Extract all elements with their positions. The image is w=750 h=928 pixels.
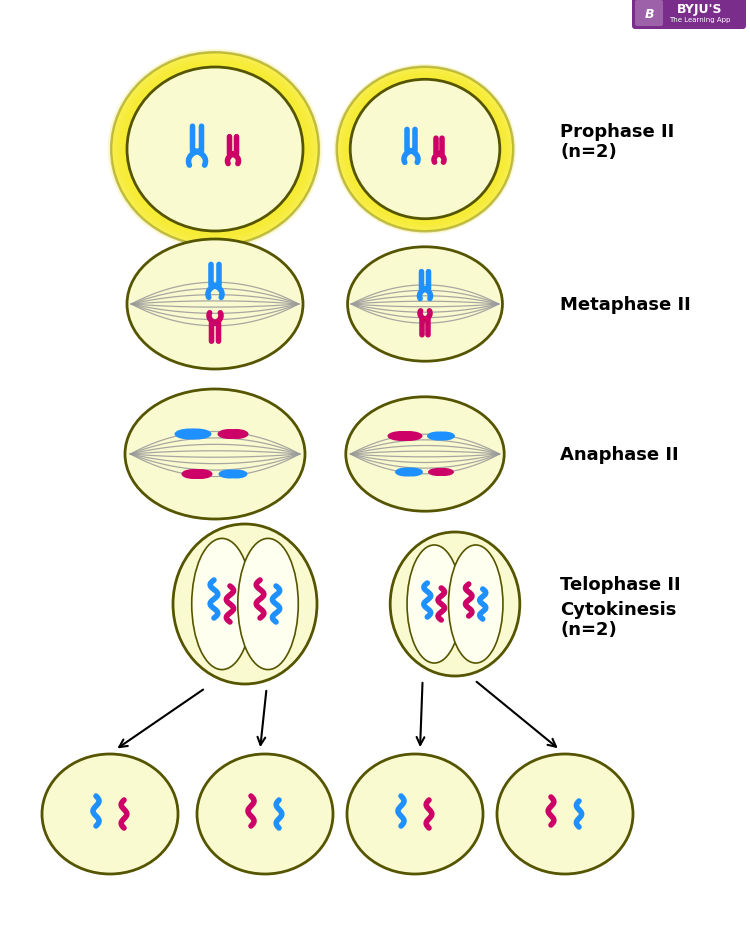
Ellipse shape: [127, 239, 303, 369]
Text: Telophase II: Telophase II: [560, 575, 681, 593]
Ellipse shape: [182, 429, 212, 440]
Ellipse shape: [116, 58, 314, 242]
Ellipse shape: [336, 67, 514, 233]
Ellipse shape: [197, 754, 333, 874]
FancyBboxPatch shape: [632, 0, 746, 30]
Ellipse shape: [218, 470, 241, 479]
Text: Prophase II
(n=2): Prophase II (n=2): [560, 122, 674, 161]
Ellipse shape: [175, 429, 205, 440]
Ellipse shape: [433, 432, 455, 441]
Ellipse shape: [347, 754, 483, 874]
Ellipse shape: [217, 430, 242, 440]
Ellipse shape: [110, 52, 320, 248]
Ellipse shape: [346, 397, 504, 511]
Ellipse shape: [125, 390, 305, 520]
Ellipse shape: [108, 50, 322, 250]
Ellipse shape: [224, 430, 248, 440]
Ellipse shape: [347, 248, 502, 362]
Ellipse shape: [390, 533, 520, 677]
Ellipse shape: [111, 53, 319, 247]
Ellipse shape: [395, 468, 417, 477]
Ellipse shape: [340, 71, 509, 228]
Ellipse shape: [434, 469, 454, 476]
Text: The Learning App: The Learning App: [669, 17, 730, 23]
Ellipse shape: [118, 59, 312, 240]
Ellipse shape: [121, 62, 309, 238]
Ellipse shape: [338, 69, 512, 230]
Ellipse shape: [428, 469, 448, 476]
Ellipse shape: [337, 68, 513, 232]
Ellipse shape: [427, 432, 449, 441]
Ellipse shape: [394, 432, 422, 442]
Ellipse shape: [497, 754, 633, 874]
Text: B: B: [644, 7, 654, 20]
Ellipse shape: [182, 470, 206, 480]
Ellipse shape: [350, 80, 500, 219]
Ellipse shape: [448, 546, 503, 664]
Ellipse shape: [127, 68, 303, 232]
Ellipse shape: [388, 432, 416, 442]
Text: Metaphase II: Metaphase II: [560, 296, 691, 314]
Text: BYJU'S: BYJU'S: [677, 3, 723, 16]
Ellipse shape: [113, 55, 317, 245]
Ellipse shape: [42, 754, 178, 874]
Text: Cytokinesis
(n=2): Cytokinesis (n=2): [560, 600, 676, 638]
Ellipse shape: [226, 470, 248, 479]
Ellipse shape: [173, 524, 317, 684]
Ellipse shape: [407, 546, 461, 664]
Text: Anaphase II: Anaphase II: [560, 445, 679, 463]
Ellipse shape: [345, 75, 505, 225]
Ellipse shape: [334, 65, 516, 235]
Ellipse shape: [192, 539, 252, 670]
Ellipse shape: [238, 539, 298, 670]
Ellipse shape: [188, 470, 212, 480]
Ellipse shape: [401, 468, 423, 477]
FancyBboxPatch shape: [635, 1, 663, 27]
Ellipse shape: [343, 73, 507, 226]
